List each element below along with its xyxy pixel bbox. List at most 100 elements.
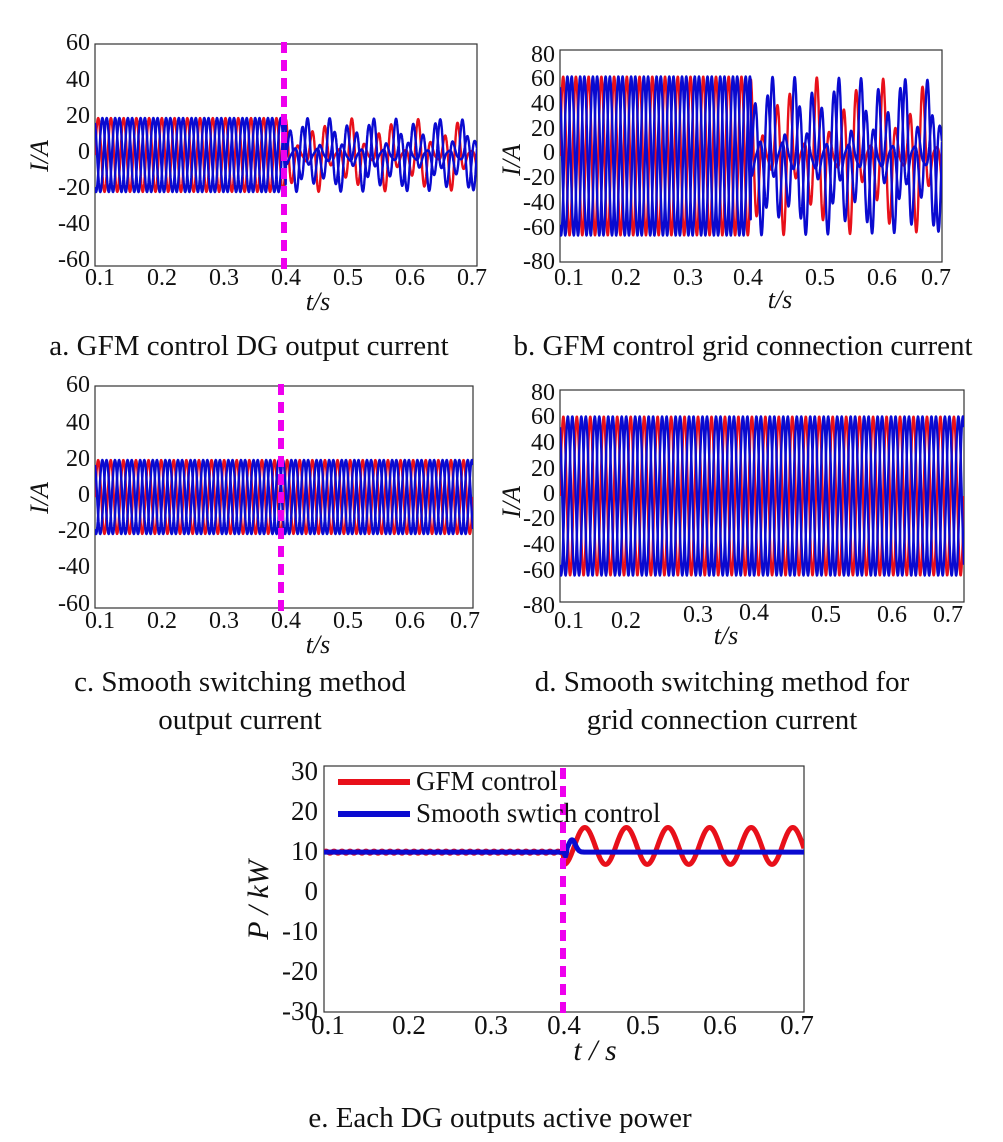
x-tick-label: 0.4: [547, 1010, 581, 1040]
x-tick-label: 0.2: [147, 608, 177, 634]
x-tick-label: 0.5: [333, 265, 363, 291]
x-tick-label: 0.1: [311, 1010, 345, 1040]
y-tick-label: -60: [523, 215, 555, 241]
y-tick-label: -80: [523, 249, 555, 275]
x-tick-label: 0.3: [474, 1010, 508, 1040]
x-ticks: 0.1 0.2 0.3 0.4 0.5 0.6 0.7: [554, 600, 963, 634]
caption-d-line1: d. Smooth switching method for: [534, 666, 910, 698]
y-tick-label: 60: [531, 66, 555, 92]
x-tick-label: 0.7: [780, 1010, 814, 1040]
x-ticks: 0.1 0.2 0.3 0.4 0.5 0.6 0.7: [85, 608, 480, 634]
x-axis-label: t/s: [768, 285, 793, 314]
x-tick-label: 0.6: [703, 1010, 737, 1040]
x-tick-label: 0.3: [683, 602, 713, 628]
chart-b: 80 60 40 20 0 -20 -40 -60 -80 0.1 0.2 0.…: [502, 42, 951, 314]
y-tick-label: 80: [531, 42, 555, 68]
series-group: [560, 415, 964, 577]
caption-c-line1: c. Smooth switching method: [74, 666, 406, 698]
x-tick-label: 0.7: [933, 602, 963, 628]
y-tick-label: 0: [78, 482, 90, 508]
y-tick-label: -60: [58, 591, 90, 617]
x-tick-label: 0.1: [85, 265, 115, 291]
x-ticks: 0.1 0.2 0.3 0.4 0.5 0.6 0.7: [85, 265, 487, 291]
caption-e: e. Each DG outputs active power: [308, 1102, 692, 1134]
x-tick-label: 0.2: [147, 265, 177, 291]
y-tick-label: 0: [78, 139, 90, 165]
y-tick-label: -10: [282, 916, 318, 946]
y-axis-label: I/A: [502, 486, 526, 519]
y-tick-label: -20: [523, 165, 555, 191]
series-line-3: [560, 75, 942, 237]
x-ticks: 0.1 0.2 0.3 0.4 0.5 0.6 0.7: [311, 1010, 814, 1040]
chart-e: 30 20 10 0 -10 -20 -30 0.1 0.2 0.3 0.4 0…: [242, 756, 814, 1067]
chart-a: 60 40 20 0 -20 -40 -60 0.1 0.2 0.3 0.4 0…: [25, 30, 487, 316]
y-tick-label: 20: [531, 116, 555, 142]
x-tick-label: 0.5: [333, 608, 363, 634]
series-line-smooth: [324, 837, 804, 859]
y-tick-label: -20: [523, 506, 555, 532]
series-line-1: [560, 415, 964, 577]
y-tick-label: 30: [291, 756, 318, 786]
x-tick-label: 0.3: [209, 608, 239, 634]
x-tick-label: 0.3: [209, 265, 239, 291]
series-group: [560, 75, 942, 237]
x-tick-label: 0.5: [805, 265, 835, 291]
y-tick-label: -40: [523, 532, 555, 558]
y-tick-label: 40: [531, 91, 555, 117]
x-tick-label: 0.1: [554, 608, 584, 634]
y-ticks: 30 20 10 0 -10 -20 -30: [282, 756, 318, 1026]
y-tick-label: -30: [282, 996, 318, 1026]
caption-d-line2: grid connection current: [586, 704, 858, 736]
legend-label-smooth: Smooth swtich control: [416, 798, 661, 828]
x-tick-label: 0.7: [450, 608, 480, 634]
y-tick-label: 40: [66, 410, 90, 436]
y-tick-label: -40: [58, 554, 90, 580]
chart-c: 60 40 20 0 -20 -40 -60 0.1 0.2 0.3 0.4 0…: [25, 372, 480, 659]
y-ticks: 60 40 20 0 -20 -40 -60: [58, 30, 90, 273]
caption-a: a. GFM control DG output current: [49, 330, 449, 362]
x-tick-label: 0.1: [554, 265, 584, 291]
x-tick-label: 0.4: [271, 265, 301, 291]
y-tick-label: -40: [523, 190, 555, 216]
y-tick-label: 60: [66, 30, 90, 56]
x-ticks: 0.1 0.2 0.3 0.4 0.5 0.6 0.7: [554, 265, 951, 291]
x-tick-label: 0.1: [85, 608, 115, 634]
x-tick-label: 0.2: [392, 1010, 426, 1040]
y-tick-label: 20: [66, 103, 90, 129]
y-tick-label: -60: [523, 558, 555, 584]
x-tick-label: 0.6: [877, 602, 907, 628]
y-tick-label: -20: [282, 956, 318, 986]
x-axis-label: t/s: [306, 287, 331, 316]
x-axis-label: t/s: [714, 621, 739, 650]
x-tick-label: 0.2: [611, 608, 641, 634]
y-axis-label: I/A: [25, 140, 54, 173]
x-tick-label: 0.6: [395, 265, 425, 291]
x-tick-label: 0.3: [673, 265, 703, 291]
y-axis-label: I/A: [25, 482, 54, 515]
x-tick-label: 0.5: [811, 602, 841, 628]
y-tick-label: 0: [543, 140, 555, 166]
x-tick-label: 0.4: [739, 600, 769, 626]
y-tick-label: -20: [58, 518, 90, 544]
y-tick-label: 0: [543, 481, 555, 507]
y-axis-label: I/A: [502, 144, 526, 177]
y-tick-label: 0: [305, 876, 319, 906]
caption-b: b. GFM control grid connection current: [513, 330, 973, 362]
x-tick-label: 0.7: [921, 265, 951, 291]
x-tick-label: 0.4: [271, 608, 301, 634]
y-tick-label: 60: [531, 404, 555, 430]
x-tick-label: 0.6: [395, 608, 425, 634]
y-tick-label: -40: [58, 211, 90, 237]
y-tick-label: 80: [531, 380, 555, 406]
y-tick-label: 60: [66, 372, 90, 398]
series-line-2: [560, 415, 964, 577]
series-line-3: [560, 415, 964, 577]
x-tick-label: 0.5: [626, 1010, 660, 1040]
y-ticks: 80 60 40 20 0 -20 -40 -60 -80: [523, 380, 555, 619]
y-tick-label: 20: [291, 796, 318, 826]
y-ticks: 80 60 40 20 0 -20 -40 -60 -80: [523, 42, 555, 275]
y-tick-label: 20: [66, 446, 90, 472]
y-tick-label: -60: [58, 247, 90, 273]
x-tick-label: 0.2: [611, 265, 641, 291]
x-axis-label: t / s: [573, 1034, 616, 1067]
